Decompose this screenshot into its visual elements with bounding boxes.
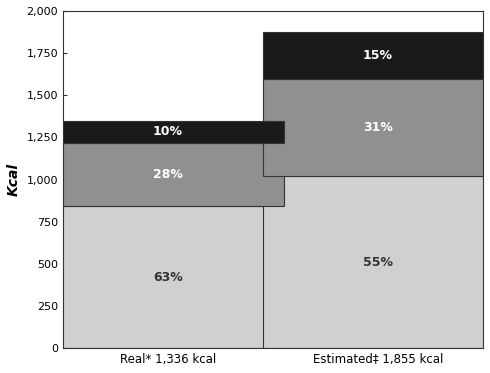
Text: 15%: 15% (363, 49, 393, 62)
Bar (263, 176, 490, 348)
Bar (263, 32, 490, 79)
Text: 63%: 63% (153, 271, 183, 284)
Y-axis label: Kcal: Kcal (7, 163, 21, 196)
Bar (52, 143, 284, 206)
Bar (52, 120, 284, 143)
Text: 55%: 55% (363, 256, 393, 269)
Text: 10%: 10% (153, 125, 183, 138)
Bar (52, 206, 284, 348)
Bar (263, 79, 490, 176)
Text: 28%: 28% (153, 168, 183, 181)
Text: 31%: 31% (363, 121, 393, 134)
